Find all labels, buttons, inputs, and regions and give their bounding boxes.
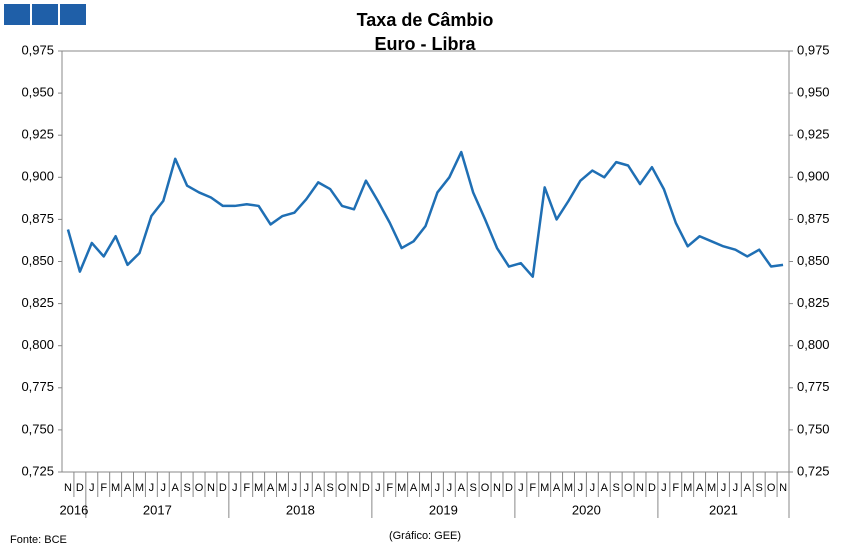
y-tick-label: 0,850 [21, 253, 54, 268]
x-tick-label: A [601, 482, 609, 494]
y-tick-label: 0,825 [21, 295, 54, 310]
y-tick-label: 0,925 [21, 127, 54, 142]
x-tick-label: M [254, 482, 263, 494]
line [66, 150, 784, 278]
y2-tick-label: 0,850 [797, 253, 830, 268]
year-label: 2019 [429, 502, 458, 517]
year-label: 2020 [572, 502, 601, 517]
x-tick-label: J [447, 482, 453, 494]
y-tick-label: 0,800 [21, 337, 54, 352]
plot-frame [61, 50, 790, 473]
x-tick-label: M [707, 482, 716, 494]
x-tick-label: N [207, 482, 215, 494]
x-tick-label: J [661, 482, 667, 494]
x-tick-label: F [386, 482, 393, 494]
x-tick-label: N [64, 482, 72, 494]
x-tick-label: N [636, 482, 644, 494]
x-tick-label: M [278, 482, 287, 494]
x-tick-label: A [696, 482, 704, 494]
x-tick-label: M [135, 482, 144, 494]
logo-block [60, 4, 86, 25]
year-label: 2017 [143, 502, 172, 517]
x-tick-label: A [124, 482, 132, 494]
y2-tick-label: 0,975 [797, 42, 830, 57]
x-tick-label: J [304, 482, 310, 494]
x-tick-label: N [493, 482, 501, 494]
x-tick-label: S [183, 482, 190, 494]
x-tick-label: N [350, 482, 358, 494]
x-tick-label: J [733, 482, 739, 494]
chart-subtitle: Euro - Libra [374, 34, 476, 54]
x-tick-label: F [100, 482, 107, 494]
x-tick-label: A [410, 482, 418, 494]
x-tick-label: J [149, 482, 155, 494]
year-label: 2018 [286, 502, 315, 517]
x-tick-label: O [481, 482, 490, 494]
x-tick-label: J [721, 482, 727, 494]
y2-tick-label: 0,750 [797, 421, 830, 436]
x-tick-label: S [756, 482, 763, 494]
y2-tick-label: 0,725 [797, 463, 830, 478]
y2-tick-label: 0,925 [797, 127, 830, 142]
x-tick-label: A [553, 482, 561, 494]
note: (Gráfico: GEE) [389, 530, 461, 542]
x-tick-label: J [375, 482, 381, 494]
y-tick-label: 0,750 [21, 421, 54, 436]
y2-tick-label: 0,900 [797, 169, 830, 184]
y-tick-label: 0,875 [21, 211, 54, 226]
y2-tick-label: 0,775 [797, 379, 830, 394]
y-tick-label: 0,775 [21, 379, 54, 394]
x-tick-label: A [267, 482, 275, 494]
x-tick-label: M [540, 482, 549, 494]
y-tick-label: 0,975 [21, 42, 54, 57]
x-tick-label: A [315, 482, 323, 494]
x-tick-label: J [518, 482, 524, 494]
x-tick-label: O [767, 482, 776, 494]
x-tick-label: O [338, 482, 347, 494]
x-tick-label: D [219, 482, 227, 494]
x-tick-label: D [505, 482, 513, 494]
y2-tick-label: 0,825 [797, 295, 830, 310]
x-tick-label: O [195, 482, 204, 494]
x-tick-label: M [397, 482, 406, 494]
logo-block [4, 4, 30, 25]
x-tick-label: A [458, 482, 466, 494]
x-tick-label: J [161, 482, 167, 494]
x-tick-label: M [421, 482, 430, 494]
x-tick-label: A [172, 482, 180, 494]
x-tick-label: F [529, 482, 536, 494]
x-tick-label: D [362, 482, 370, 494]
year-label: 2016 [59, 502, 88, 517]
y2-tick-label: 0,950 [797, 85, 830, 100]
x-tick-label: F [243, 482, 250, 494]
logo-block [32, 4, 58, 25]
x-tick-label: D [76, 482, 84, 494]
y-tick-label: 0,725 [21, 463, 54, 478]
x-tick-label: O [624, 482, 633, 494]
x-tick-label: A [744, 482, 752, 494]
x-tick-label: F [672, 482, 679, 494]
x-tick-label: J [232, 482, 238, 494]
chart-title: Taxa de Câmbio [357, 10, 494, 30]
x-tick-label: J [578, 482, 584, 494]
y-tick-label: 0,950 [21, 85, 54, 100]
x-tick-label: J [292, 482, 298, 494]
y2-tick-label: 0,875 [797, 211, 830, 226]
x-tick-label: J [89, 482, 95, 494]
source: Fonte: BCE [10, 534, 67, 546]
x-tick-label: J [435, 482, 441, 494]
x-tick-label: S [613, 482, 620, 494]
x-tick-label: N [779, 482, 787, 494]
x-tick-label: M [683, 482, 692, 494]
x-tick-label: S [470, 482, 477, 494]
x-tick-label: S [326, 482, 333, 494]
x-tick-label: M [111, 482, 120, 494]
x-tick-label: J [590, 482, 596, 494]
y2-tick-label: 0,800 [797, 337, 830, 352]
x-tick-label: M [564, 482, 573, 494]
y-tick-label: 0,900 [21, 169, 54, 184]
year-label: 2021 [709, 502, 738, 517]
x-tick-label: D [648, 482, 656, 494]
